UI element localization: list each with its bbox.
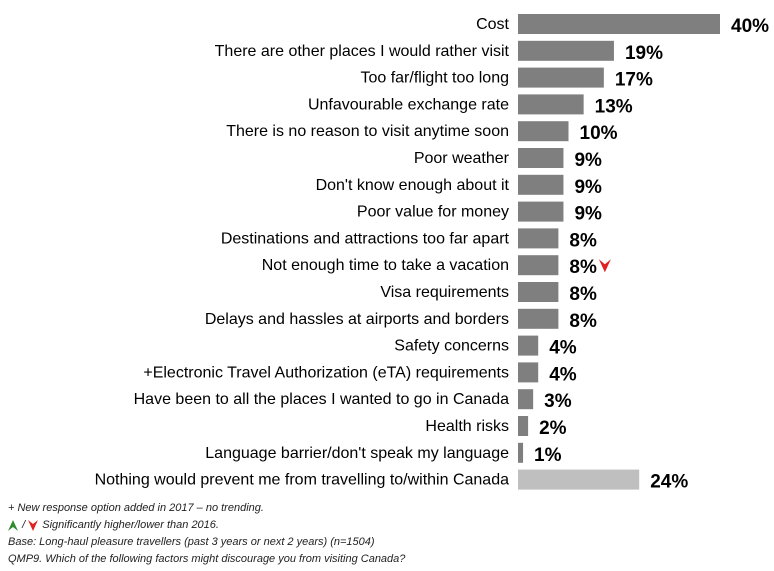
category-label: Have been to all the places I wanted to …	[134, 391, 509, 408]
note-base: Base: Long-haul pleasure travellers (pas…	[8, 536, 375, 548]
bar	[518, 228, 559, 249]
bar	[518, 335, 539, 356]
bar	[518, 362, 539, 383]
bar	[518, 282, 559, 302]
category-label: Unfavourable exchange rate	[308, 96, 509, 113]
bar	[518, 40, 614, 61]
value-label: 24%	[650, 472, 688, 493]
category-label: Language barrier/don't speak my language	[205, 445, 509, 462]
category-label: Visa requirements	[380, 284, 509, 301]
bar	[518, 67, 604, 88]
bar	[518, 308, 559, 329]
bar	[518, 14, 720, 34]
category-label: +Electronic Travel Authorization (eTA) r…	[143, 364, 509, 381]
category-label: There are other places I would rather vi…	[215, 43, 510, 60]
value-label: 13%	[595, 96, 633, 117]
category-label: Safety concerns	[394, 338, 509, 355]
note-arrows-legend: / Significantly higher/lower than 2016.	[8, 517, 405, 534]
bar	[518, 389, 534, 410]
value-label: 9%	[574, 177, 602, 198]
category-label: There is no reason to visit anytime soon	[226, 123, 509, 140]
category-label: Poor value for money	[357, 204, 509, 221]
bar	[518, 442, 524, 463]
category-label: Not enough time to take a vacation	[262, 257, 509, 274]
note-new-option: + New response option added in 2017 – no…	[8, 502, 264, 514]
value-label: 4%	[549, 338, 577, 359]
value-label: 10%	[580, 123, 618, 144]
category-label: Nothing would prevent me from travelling…	[95, 472, 510, 489]
higher-arrow-icon	[8, 519, 18, 531]
lower-arrow-icon	[598, 259, 611, 273]
category-label: Health risks	[425, 418, 509, 435]
bar	[518, 121, 569, 142]
category-label: Don't know enough about it	[316, 177, 510, 194]
value-label: 1%	[534, 445, 562, 466]
note-arrows-text: Significantly higher/lower than 2016.	[42, 519, 219, 531]
value-label: 8%	[569, 311, 597, 332]
note-question: QMP9. Which of the following factors mig…	[8, 553, 406, 565]
bar	[518, 469, 640, 490]
bar	[518, 255, 559, 276]
bar	[518, 94, 584, 115]
chart-notes: + New response option added in 2017 – no…	[8, 500, 405, 568]
value-label: 40%	[731, 16, 769, 37]
bar	[518, 416, 529, 436]
category-label: Too far/flight too long	[360, 70, 509, 87]
value-label: 3%	[544, 391, 572, 412]
value-label: 9%	[574, 150, 602, 171]
value-label: 9%	[574, 204, 602, 225]
category-label: Cost	[476, 16, 509, 33]
bar	[518, 148, 564, 168]
value-label: 19%	[625, 43, 663, 64]
category-label: Poor weather	[414, 150, 510, 167]
value-label: 8%	[569, 284, 597, 305]
value-label: 17%	[615, 70, 653, 91]
bar	[518, 201, 564, 222]
value-label: 8%	[569, 230, 597, 251]
lower-arrow-icon	[28, 519, 39, 531]
value-label: 4%	[549, 364, 577, 385]
category-label: Destinations and attractions too far apa…	[221, 230, 510, 247]
category-label: Delays and hassles at airports and borde…	[205, 311, 509, 328]
value-label: 8%	[569, 257, 597, 278]
value-label: 2%	[539, 418, 567, 439]
bar-chart: Cost 40% There are other places I would ra…	[95, 14, 769, 493]
bar	[518, 174, 564, 195]
